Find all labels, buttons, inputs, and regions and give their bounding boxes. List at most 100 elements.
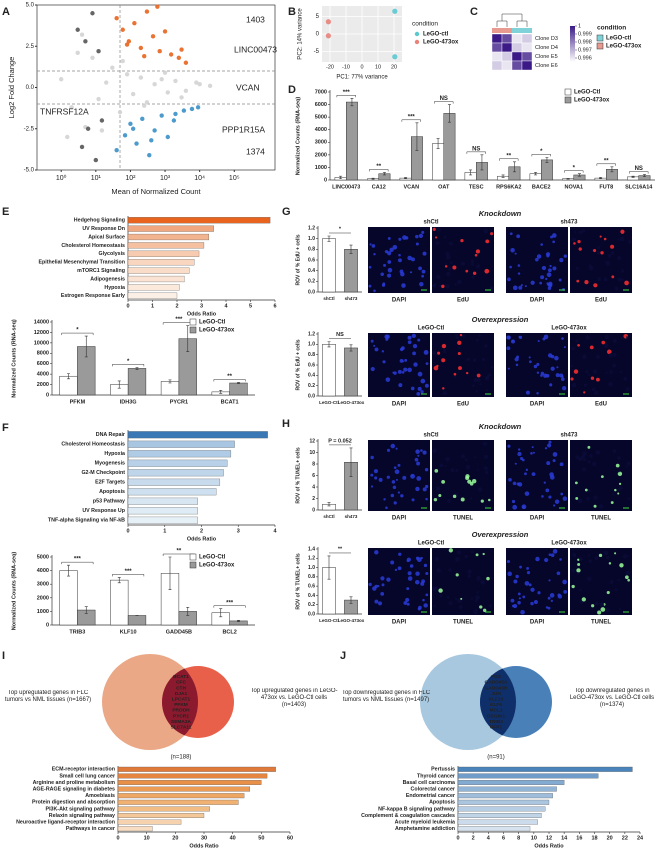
gene-label: SEMA3A: [171, 719, 192, 725]
stained-cell: [582, 354, 587, 359]
venn-overlap-label: (n=91): [487, 755, 505, 761]
point: [142, 103, 147, 108]
x-tick-label: shCtl: [323, 296, 334, 301]
nucleus: [532, 451, 535, 454]
y-axis-label: Log2 Fold Change: [7, 57, 16, 119]
nucleus: [509, 232, 513, 236]
y-tick-label: -5.0: [24, 168, 35, 174]
stained-cell: [467, 574, 471, 578]
annotation: 1374: [246, 146, 265, 156]
stained-cell: [603, 343, 609, 348]
error-bar: [577, 173, 581, 177]
stained-cell: [583, 383, 587, 387]
stained-cell: [614, 488, 617, 492]
significance-bracket: [629, 171, 649, 174]
stained-cell: [435, 241, 440, 246]
stained-cell: [587, 445, 591, 449]
point: [114, 148, 119, 153]
x-tick-label: 12: [546, 835, 552, 841]
stained-cell: [571, 237, 576, 242]
bar: [457, 793, 553, 799]
stained-cell: [483, 608, 487, 613]
colorbar-label: 0.998: [578, 39, 592, 45]
error-bar: [237, 619, 241, 622]
stained-cell: [486, 576, 490, 581]
nucleus: [378, 601, 383, 606]
stained-cell: [617, 255, 622, 261]
x-tick-label: 4: [487, 835, 491, 841]
x-axis-label: Odds Ratio: [187, 311, 217, 317]
x-tick-label: 10: [375, 64, 381, 70]
x-tick-label: 6: [273, 303, 276, 309]
heatmap-cell: [511, 33, 523, 44]
x-tick-label: 0: [456, 835, 459, 841]
nucleus: [511, 604, 515, 608]
error-bar: [436, 138, 440, 149]
category-label: Acute myeloid leukemia: [395, 820, 455, 826]
stained-cell: [609, 370, 613, 374]
x-tick-label: 0: [116, 835, 119, 841]
nucleus: [414, 457, 419, 462]
stained-cell: [619, 370, 623, 374]
nucleus: [546, 272, 552, 278]
error-bar: [327, 502, 331, 507]
category-label: Thyroid cancer: [417, 773, 455, 779]
column-annotation: [522, 28, 532, 33]
annotation: 1403: [246, 14, 265, 24]
stained-cell: [596, 251, 601, 255]
x-tick-label: LINC00473: [332, 184, 360, 190]
y-tick-label: 0.0: [308, 611, 315, 617]
stained-cell: [619, 563, 624, 568]
nucleus: [515, 574, 519, 579]
y-tick-label: 6000: [315, 102, 327, 108]
error-bar: [186, 607, 190, 616]
nucleus: [554, 499, 560, 504]
y-tick-label: 0.0: [308, 393, 315, 399]
bar: [117, 780, 262, 785]
stained-cell: [571, 382, 577, 388]
heatmap-cell: [511, 60, 523, 71]
stained-cell: [574, 230, 577, 233]
x-tick-label: 30: [201, 835, 207, 841]
legend-swatch: [596, 34, 604, 42]
nucleus: [526, 566, 530, 570]
nucleus: [543, 373, 548, 378]
point: [181, 108, 187, 113]
x-axis-label: Mean of Normalized Count: [111, 187, 201, 196]
bar: [117, 806, 210, 812]
heatmap-cell: [491, 51, 503, 62]
section-title: Overexpression: [472, 530, 529, 539]
nucleus: [559, 558, 562, 561]
stained-cell: [617, 277, 622, 282]
y-tick-label: 0.4: [308, 268, 315, 274]
nucleus: [404, 358, 408, 362]
colorbar-label: 0.996: [578, 55, 592, 61]
x-tick-label: 2: [175, 303, 178, 309]
bar: [127, 217, 271, 224]
stained-cell: [477, 487, 483, 492]
stained-cell: [587, 554, 591, 557]
error-bar: [219, 608, 223, 618]
error-bar: [382, 172, 386, 176]
stained-cell: [573, 369, 579, 374]
nucleus: [422, 598, 425, 602]
bar: [443, 113, 456, 181]
point: [149, 138, 154, 143]
stained-cell: [627, 578, 630, 582]
y-tick-label: 0: [46, 392, 49, 398]
stained-cell: [438, 493, 442, 498]
section-title: Knockdown: [479, 422, 522, 431]
nucleus: [419, 281, 424, 287]
significance-label: NS: [635, 166, 643, 172]
nucleus: [368, 265, 372, 269]
category-label: Basal cell carcinoma: [403, 780, 455, 786]
nucleus: [531, 446, 534, 449]
y-axis-label: PC2: 14% variance: [298, 8, 304, 60]
nucleus: [398, 383, 403, 388]
significance-label: *: [573, 165, 576, 171]
y-tick-label: 0: [312, 507, 315, 513]
x-tick-label: 24: [637, 835, 644, 841]
stained-cell: [579, 588, 582, 592]
gene-label: PFKM: [174, 702, 188, 708]
x-tick-label: 22: [622, 835, 628, 841]
